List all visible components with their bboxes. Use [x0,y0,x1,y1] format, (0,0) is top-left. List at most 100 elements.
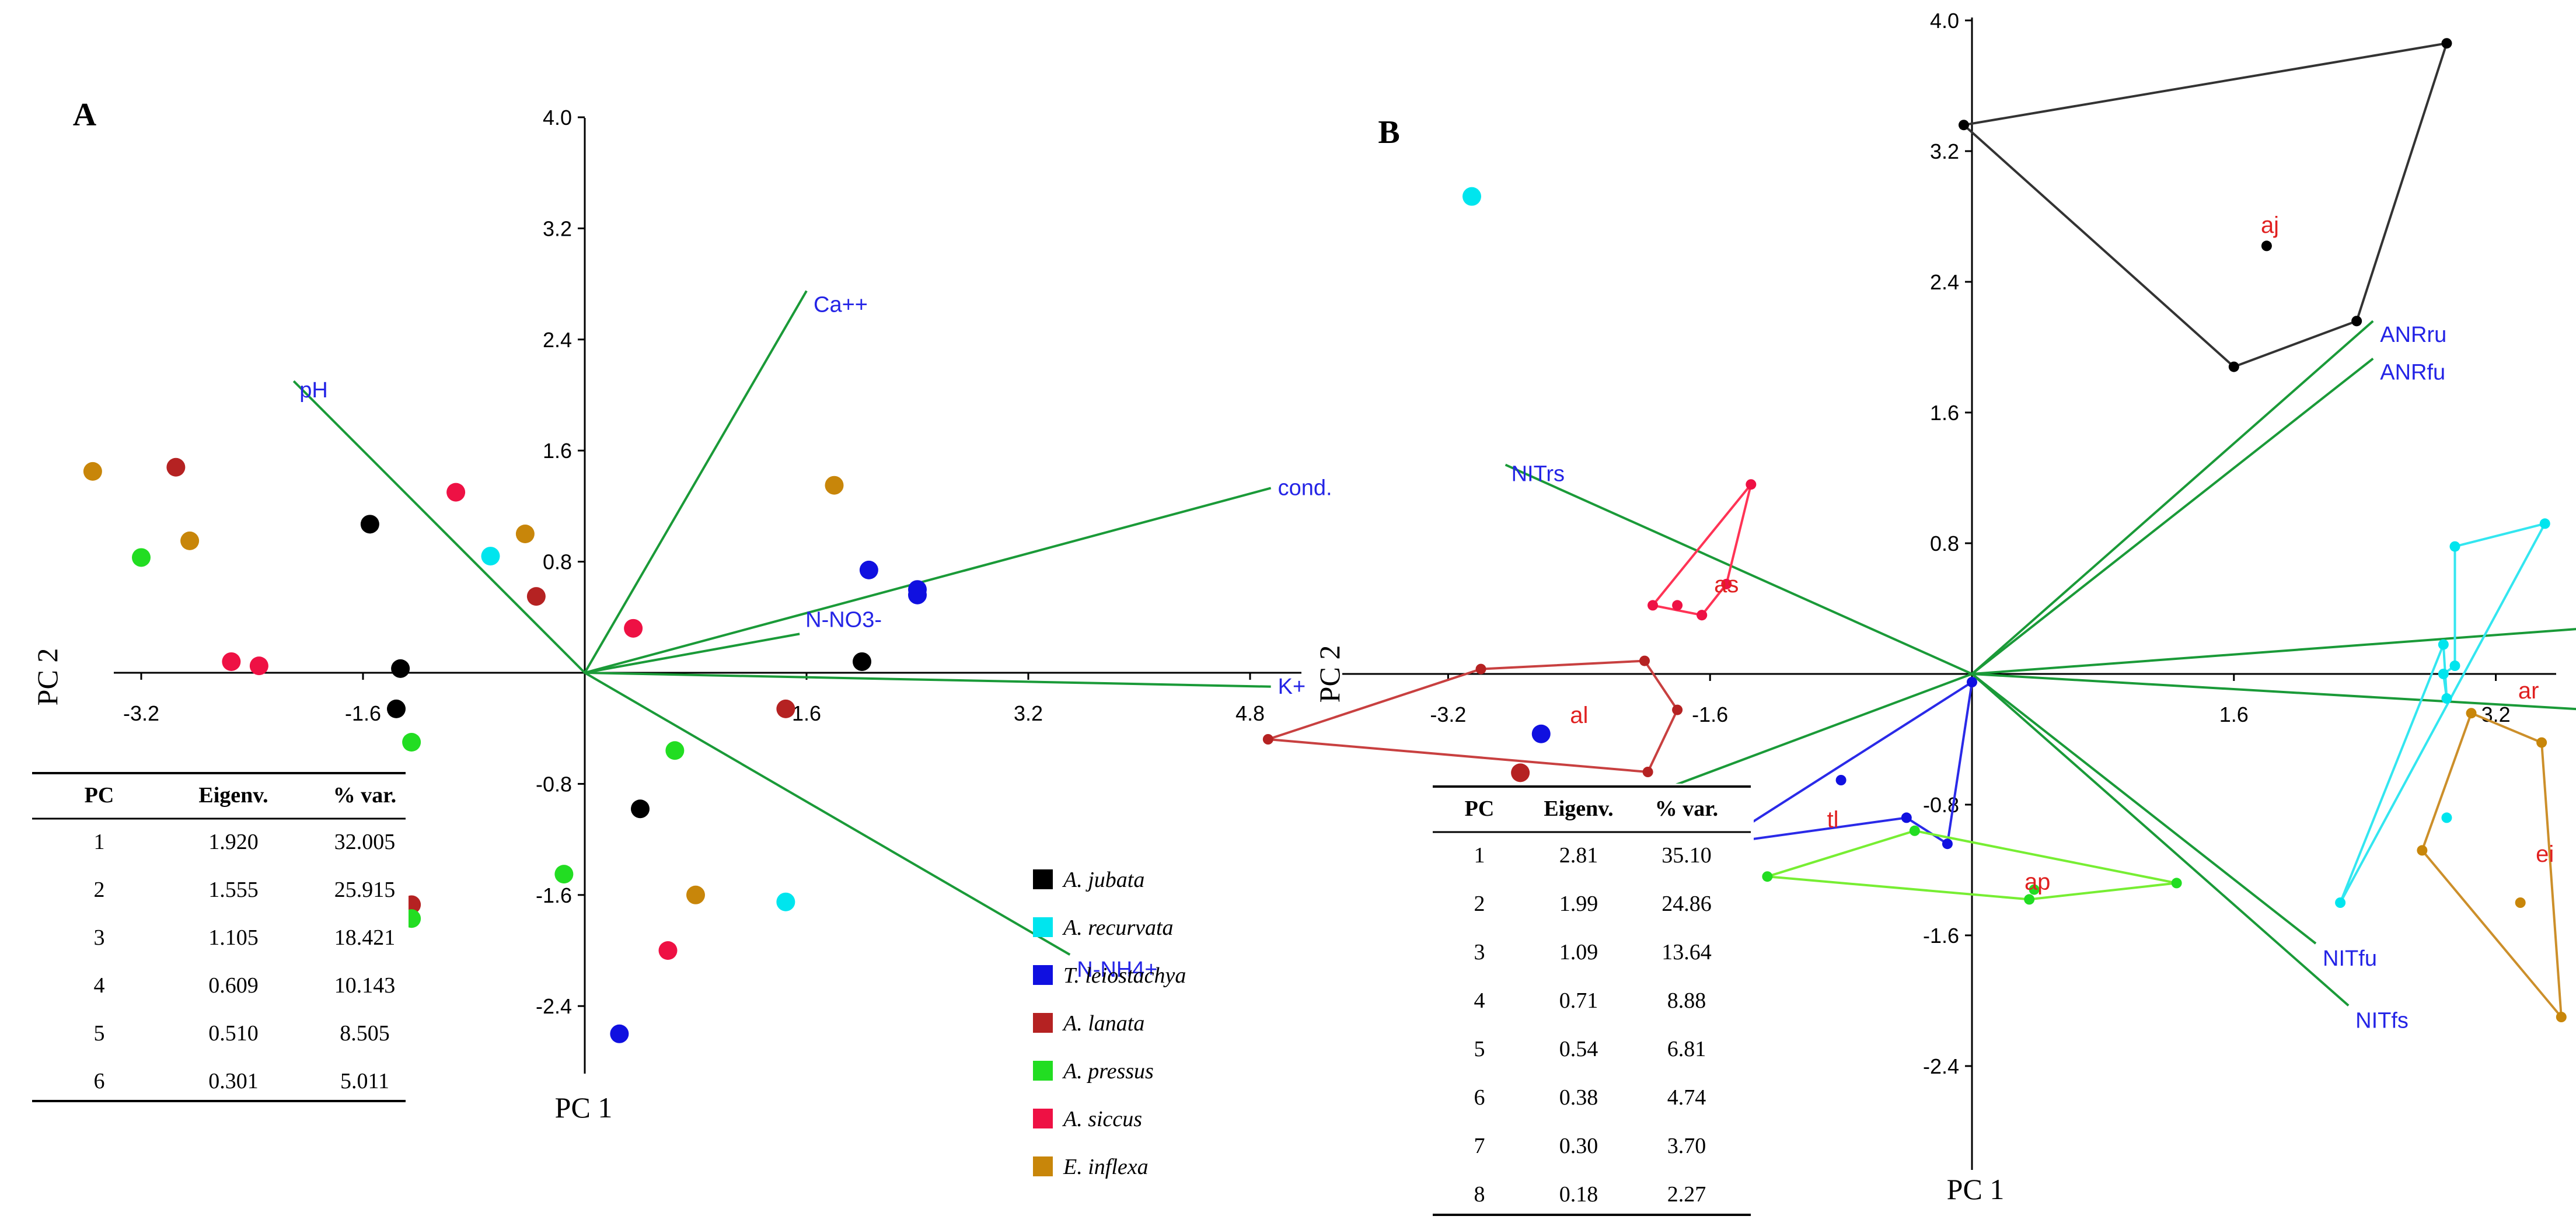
panel-a-eigen-table-cell: 3 [94,925,105,950]
panel-a-legend-swatch-t-leiostachya [1033,965,1053,985]
panel-b-eigen-table-cell: 0.54 [1559,1037,1598,1061]
panel-a-loading-label-k: K+ [1278,675,1306,699]
panel-b-eigen-table-cell: 5 [1474,1037,1485,1061]
panel-b-point-ap [2024,894,2035,905]
panel-a-eigen-table-cell: 1.920 [208,830,259,854]
panel-a-point-e-inflexa [83,462,102,481]
panel-a-loading-ca [584,290,808,674]
panel-a-plot: A -3.2 -1.6 1.6 3.2 4.8 4.0 3.2 2.4 1.6 0.8 -0.8 -1.… [29,97,1551,1179]
panel-b-eigen-table-cell: 0.18 [1559,1182,1598,1207]
panel-a-point-a-lanata [526,587,546,606]
panel-a-y-tick-label: -1.6 [536,883,572,907]
panel-b-eigen-table-cell: 8.88 [1667,988,1706,1013]
panel-b-y-axis-title: PC 2 [1313,645,1346,703]
panel-a-point-a-lanata [166,457,186,477]
panel-a-eigen-table-cell: 10.143 [334,973,396,998]
panel-a-point-a-pressus [132,548,151,567]
panel-b-point-al [1262,734,1273,745]
panel-b-loading-label-nitfu: NITfu [2323,946,2377,971]
panel-a-eigen-table-cell: 1.105 [208,925,259,950]
panel-a-legend-swatch-a-lanata [1033,1013,1053,1033]
panel-a-eigen-table-header: % var. [333,783,396,808]
panel-b-eigen-table-header: Eigenv. [1544,796,1613,821]
panel-b-eigen-table-header: % var. [1655,796,1718,821]
panel-a-eigen-table-header: Eigenv. [198,783,268,808]
panel-a-x-tick-label: -1.6 [345,701,381,725]
panel-a-point-a-recurvata [1462,187,1481,206]
panel-b-loading-nitfu [1971,673,2317,945]
panel-b-hull-aj [1961,41,2449,368]
panel-a-point-a-jubata [391,659,410,678]
panel-b-eigen-table-cell: 3.70 [1667,1134,1706,1158]
panel-b-y-tick-label: 2.4 [1930,270,1959,294]
panel-b-eigen-table-cell: 1 [1474,843,1485,868]
panel-b-eigen-table-cell: 8 [1474,1182,1485,1207]
panel-a-y-tick-label: 2.4 [543,328,572,352]
panel-b-point-ei [2466,708,2477,719]
panel-a-point-a-lanata [776,699,795,718]
panel-a-eigen-table-cell: 0.301 [208,1069,259,1093]
panel-a-point-e-inflexa [686,885,705,904]
panel-b-point-tl [1835,775,1847,785]
panel-b-eigen-table-cell: 7 [1474,1134,1485,1158]
panel-b-point-ap [1909,825,1920,836]
panel-b-group-label-aj: aj [2261,212,2279,238]
panel-b-eigen-table-cell: 6 [1474,1085,1485,1110]
panel-a-legend-label-a-lanata: A. lanata [1062,1011,1144,1036]
panel-a-eigen-table-cell: 18.421 [334,925,396,950]
panel-a-loading-label-cond: cond. [1278,476,1332,500]
panel-a-eigen-table-cell: 4 [94,973,105,998]
panel-a-letter: A [73,97,97,133]
panel-a-point-e-inflexa [515,525,535,543]
panel-a-eigen-table: PC Eigenv. % var. 1 1.920 32.005 2 1.555 25.915 3… [29,770,409,1105]
panel-a-legend-label-a-recurvata: A. recurvata [1062,915,1174,940]
panel-a-loading-cond [584,487,1272,674]
panel-a-eigen-table-cell: 0.510 [208,1021,259,1046]
panel-b-eigen-table-cell: 24.86 [1662,892,1712,916]
panel-b-point-as [1672,600,1683,611]
panel-b-eigen-table-cell: 0.38 [1559,1085,1598,1110]
panel-a-legend-label-a-pressus: A. pressus [1062,1059,1154,1084]
panel-b-eigen-table-cell: 2.81 [1559,843,1598,868]
panel-b-point-as [1697,610,1708,621]
panel-b-y-tick-label: 4.0 [1930,9,1959,33]
panel-a-y-axis-title: PC 2 [31,648,64,706]
panel-b-point-aj [2441,38,2452,49]
panel-b-x-axis-title: PC 1 [1947,1173,2005,1205]
panel-b-eigen-table-cell: 0.30 [1559,1134,1598,1158]
panel-b-eigen-table-header: PC [1465,796,1495,821]
panel-a-y-tick-label: -2.4 [536,994,572,1018]
panel-b-loading-label-anrru: ANRru [2380,323,2446,347]
panel-a-point-e-inflexa [180,531,200,550]
panel-b-point-as [1746,479,1757,490]
panel-a-loading-label-n-no3: N-NO3- [805,607,882,632]
panel-b-loading-anrru [1971,320,2374,675]
panel-b-y-tick-label: 3.2 [1930,139,1959,163]
panel-b-point-aj [1958,120,1969,131]
panel-b-point-aj [2261,240,2272,251]
panel-a-legend-swatch-a-recurvata [1033,917,1053,937]
panel-a-point-a-siccus [446,483,466,502]
panel-a-eigen-table-cell: 8.505 [340,1021,390,1046]
panel-a-point-a-lanata [1511,763,1530,782]
panel-b-eigen-table-bg [1430,784,1754,1219]
panel-a-legend-swatch-a-pressus [1033,1061,1053,1081]
panel-a-eigen-table-cell: 32.005 [334,830,396,854]
panel-a-legend-swatch-a-siccus [1033,1109,1053,1128]
panel-a-x-tick-label: 1.6 [792,701,821,725]
panel-b-point-ap [1762,871,1773,882]
panel-b-letter: B [1378,114,1399,151]
panel-b-loading-anrfs [1971,628,2576,675]
panel-b-group-label-ei: ei [2536,841,2554,867]
panel-b-hull-tl [1718,679,1974,846]
panel-b-loading-nitfs [1971,673,2350,1007]
panel-b-loading-nitrs [1505,463,1973,675]
panel-a-point-a-jubata [631,799,650,819]
panel-b-hull-al [1268,659,1679,774]
panel-a-point-a-jubata [387,699,406,718]
panel-a-eigen-table-cell: 2 [94,878,105,902]
panel-b-point-tl [1942,838,1953,850]
panel-a-point-a-recurvata [776,892,795,911]
panel-b-loading-anrrs [1971,673,2576,711]
